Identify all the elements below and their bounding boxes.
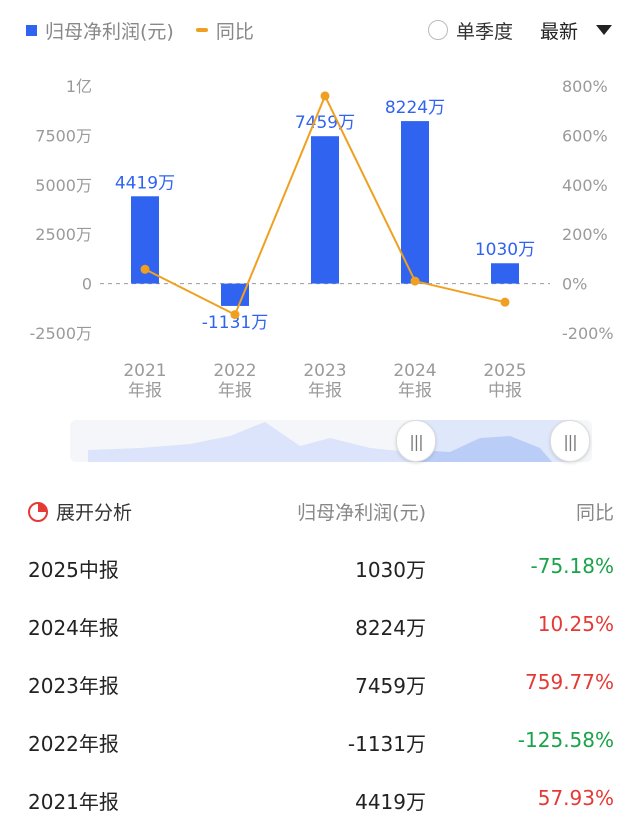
range-scroller[interactable]: ||| |||	[70, 420, 592, 462]
chart-legend: 归母净利润(元) 同比	[26, 14, 276, 46]
row-profit: 1030万	[355, 558, 426, 582]
bar-data-label: 1030万	[475, 240, 535, 260]
legend-profit-label: 归母净利润(元)	[45, 20, 174, 43]
row-profit: 7459万	[355, 674, 426, 698]
legend-item-yoy[interactable]: 同比	[195, 17, 254, 44]
y-right-tick-label: 800%	[562, 77, 608, 96]
bar	[401, 121, 429, 284]
table-row[interactable]: 2023年报 7459万 759.77%	[0, 654, 640, 712]
x-tick-label-year: 2025	[483, 361, 526, 381]
y-right-tick-label: 600%	[562, 126, 608, 145]
bar	[221, 283, 249, 306]
x-tick-label-year: 2023	[303, 361, 346, 381]
y-left-tick-label: 1亿	[66, 77, 92, 96]
row-period: 2024年报	[28, 616, 119, 640]
scroller-preview	[88, 420, 572, 462]
y-left-tick-label: 7500万	[35, 126, 92, 145]
profit-chart: 1亿 7500万 5000万 2500万 0 -2500万 800% 600% 400% 200%…	[30, 77, 614, 401]
y-left-tick-label: 0	[82, 275, 92, 294]
header-profit: 归母净利润(元)	[297, 502, 426, 524]
legend-item-profit[interactable]: 归母净利润(元)	[26, 17, 174, 44]
yoy-point	[320, 91, 330, 101]
table-row[interactable]: 2024年报 8224万 10.25%	[0, 596, 640, 654]
bar-swatch-icon	[26, 24, 37, 36]
x-tick-label-year: 2024	[393, 361, 436, 381]
legend-yoy-label: 同比	[215, 20, 254, 43]
x-tick-label-type: 年报	[398, 381, 432, 401]
row-yoy: 57.93%	[537, 786, 614, 810]
scroller-left-handle[interactable]: |||	[396, 420, 436, 462]
table-row[interactable]: 2021年报 4419万 57.93%	[0, 770, 640, 828]
x-tick-label-year: 2021	[123, 361, 166, 381]
yoy-point	[410, 276, 420, 286]
row-period: 2021年报	[28, 790, 119, 814]
expand-analysis-label: 展开分析	[56, 502, 133, 524]
period-dropdown-label: 最新	[540, 20, 579, 43]
yoy-point	[500, 297, 510, 307]
caret-down-icon	[596, 25, 613, 35]
bar-data-label: 4419万	[115, 173, 175, 193]
table-header: 展开分析 归母净利润(元) 同比	[0, 490, 640, 530]
table-row[interactable]: 2022年报 -1131万 -125.58%	[0, 712, 640, 770]
x-tick-label-type: 中报	[488, 381, 522, 401]
bar-data-label: 8224万	[385, 98, 445, 118]
pie-chart-icon	[28, 501, 48, 522]
yoy-point	[140, 264, 150, 274]
y-left-tick-label: 2500万	[35, 225, 92, 244]
table-row[interactable]: 2025中报 1030万 -75.18%	[0, 538, 640, 596]
x-tick-label-type: 年报	[308, 381, 342, 401]
expand-analysis-button[interactable]: 展开分析	[28, 498, 132, 525]
row-yoy: 759.77%	[525, 670, 614, 694]
row-yoy: -75.18%	[530, 554, 614, 578]
x-tick-label-type: 年报	[128, 381, 162, 401]
x-tick-label-year: 2022	[213, 361, 256, 381]
row-period: 2023年报	[28, 674, 119, 698]
y-right-tick-label: 0%	[562, 275, 587, 294]
yoy-point	[230, 310, 240, 320]
period-dropdown[interactable]: 最新	[540, 14, 613, 46]
bar	[491, 263, 519, 284]
radio-icon[interactable]	[428, 20, 448, 40]
line-swatch-icon	[195, 28, 208, 32]
x-tick-label-type: 年报	[218, 381, 252, 401]
scroller-right-handle[interactable]: |||	[550, 420, 590, 462]
y-left-tick-label: 5000万	[35, 176, 92, 195]
quarterly-toggle-label: 单季度	[456, 20, 514, 43]
quarterly-toggle[interactable]: 单季度	[428, 14, 513, 46]
y-left-tick-label: -2500万	[30, 324, 93, 343]
bar-data-label: 7459万	[295, 113, 355, 133]
row-yoy: 10.25%	[537, 612, 614, 636]
bar	[311, 136, 339, 284]
y-right-tick-label: 200%	[562, 225, 608, 244]
row-period: 2022年报	[28, 732, 119, 756]
row-period: 2025中报	[28, 558, 119, 582]
row-profit: 4419万	[355, 790, 426, 814]
y-right-tick-label: -200%	[562, 324, 614, 343]
bar-data-label: -1131万	[202, 313, 268, 333]
y-right-tick-label: 400%	[562, 176, 608, 195]
header-yoy: 同比	[575, 502, 614, 524]
row-yoy: -125.58%	[517, 728, 614, 752]
row-profit: 8224万	[355, 616, 426, 640]
row-profit: -1131万	[347, 732, 426, 756]
